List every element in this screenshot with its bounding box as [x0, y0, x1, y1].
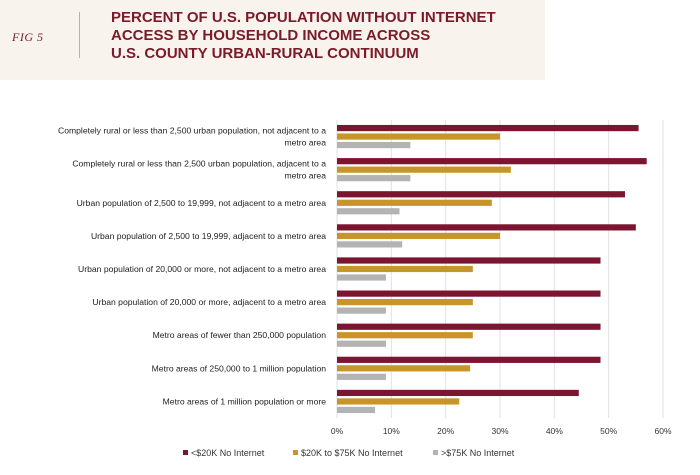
category-label-line: Urban population of 20,000 or more, adja…: [92, 297, 326, 307]
bar-20k-75k: [337, 199, 492, 206]
category-label: Urban population of 20,000 or more, not …: [78, 264, 326, 274]
bar-over-75k: [337, 340, 386, 347]
category-label-line: Completely rural or less than 2,500 urba…: [72, 159, 326, 169]
bar-under-20k: [337, 257, 601, 264]
bar-20k-75k: [337, 332, 473, 339]
legend-item-20k-75k: $20K to $75K No Internet: [293, 448, 403, 458]
legend-label-under-20k: <$20K No Internet: [191, 448, 265, 458]
bar-under-20k: [337, 124, 639, 132]
category-label: Metro areas of fewer than 250,000 popula…: [153, 330, 327, 340]
bar-under-20k: [337, 158, 647, 165]
bar-over-75k: [337, 274, 386, 281]
category-label-line: Completely rural or less than 2,500 urba…: [58, 126, 326, 136]
bar-over-75k: [337, 373, 386, 380]
category-label: Metro areas of 1 million population or m…: [163, 396, 327, 406]
bar-20k-75k: [337, 299, 473, 306]
legend-label-20k-75k: $20K to $75K No Internet: [301, 448, 403, 458]
category-label-line: Metro areas of fewer than 250,000 popula…: [153, 330, 327, 340]
category-label-line: metro area: [284, 171, 326, 181]
category-label-line: Urban population of 2,500 to 19,999, not…: [77, 198, 327, 208]
bar-under-20k: [337, 191, 625, 198]
bar-20k-75k: [337, 166, 511, 173]
bar-20k-75k: [337, 365, 471, 372]
legend-swatch-under-20k: [183, 450, 188, 456]
x-tick-label: 60%: [654, 426, 671, 436]
bar-over-75k: [337, 241, 403, 248]
bar-over-75k: [337, 141, 411, 149]
legend-label-over-75k: >$75K No Internet: [441, 448, 515, 458]
legend-swatch-20k-75k: [293, 450, 298, 456]
chart-title-line-1: PERCENT OF U.S. POPULATION WITHOUT INTER…: [111, 9, 496, 26]
chart-title: PERCENT OF U.S. POPULATION WITHOUT INTER…: [111, 9, 531, 63]
bar-over-75k: [337, 208, 400, 215]
chart-title-line-3: U.S. COUNTY URBAN-RURAL CONTINUUM: [111, 45, 419, 62]
category-label-line: Metro areas of 250,000 to 1 million popu…: [152, 363, 327, 373]
category-label-line: metro area: [284, 138, 326, 148]
x-tick-label: 0%: [331, 426, 344, 436]
bar-over-75k: [337, 307, 386, 314]
bar-over-75k: [337, 175, 411, 182]
chart-legend: <$20K No Internet $20K to $75K No Intern…: [0, 445, 700, 465]
header-divider: [79, 12, 80, 58]
chart-title-line-2: ACCESS BY HOUSEHOLD INCOME ACROSS: [111, 27, 431, 44]
bar-over-75k: [337, 406, 376, 414]
x-tick-label: 50%: [600, 426, 617, 436]
bar-under-20k: [337, 389, 579, 397]
bar-under-20k: [337, 356, 601, 363]
x-tick-label: 20%: [437, 426, 454, 436]
category-label: Urban population of 20,000 or more, adja…: [92, 297, 326, 307]
bar-20k-75k: [337, 398, 460, 405]
bar-under-20k: [337, 224, 636, 231]
legend-item-over-75k: >$75K No Internet: [433, 448, 514, 458]
bar-20k-75k: [337, 232, 500, 239]
bar-under-20k: [337, 290, 601, 297]
category-label-line: Urban population of 20,000 or more, not …: [78, 264, 326, 274]
figure-number: FIG 5: [12, 30, 44, 44]
bar-20k-75k: [337, 265, 473, 273]
category-label: Completely rural or less than 2,500 urba…: [58, 126, 326, 148]
x-tick-label: 30%: [491, 426, 508, 436]
legend-item-under-20k: <$20K No Internet: [183, 448, 264, 458]
x-tick-label: 40%: [546, 426, 563, 436]
category-label: Metro areas of 250,000 to 1 million popu…: [152, 363, 327, 373]
bar-20k-75k: [337, 133, 500, 140]
figure-header: FIG 5 PERCENT OF U.S. POPULATION WITHOUT…: [0, 0, 545, 80]
category-label-line: Metro areas of 1 million population or m…: [163, 396, 327, 406]
x-tick-label: 10%: [383, 426, 400, 436]
category-label: Urban population of 2,500 to 19,999, not…: [77, 198, 327, 208]
bar-under-20k: [337, 323, 601, 330]
category-label: Urban population of 2,500 to 19,999, adj…: [91, 231, 326, 241]
category-label: Completely rural or less than 2,500 urba…: [72, 159, 326, 181]
legend-swatch-over-75k: [433, 450, 438, 456]
category-label-line: Urban population of 2,500 to 19,999, adj…: [91, 231, 326, 241]
